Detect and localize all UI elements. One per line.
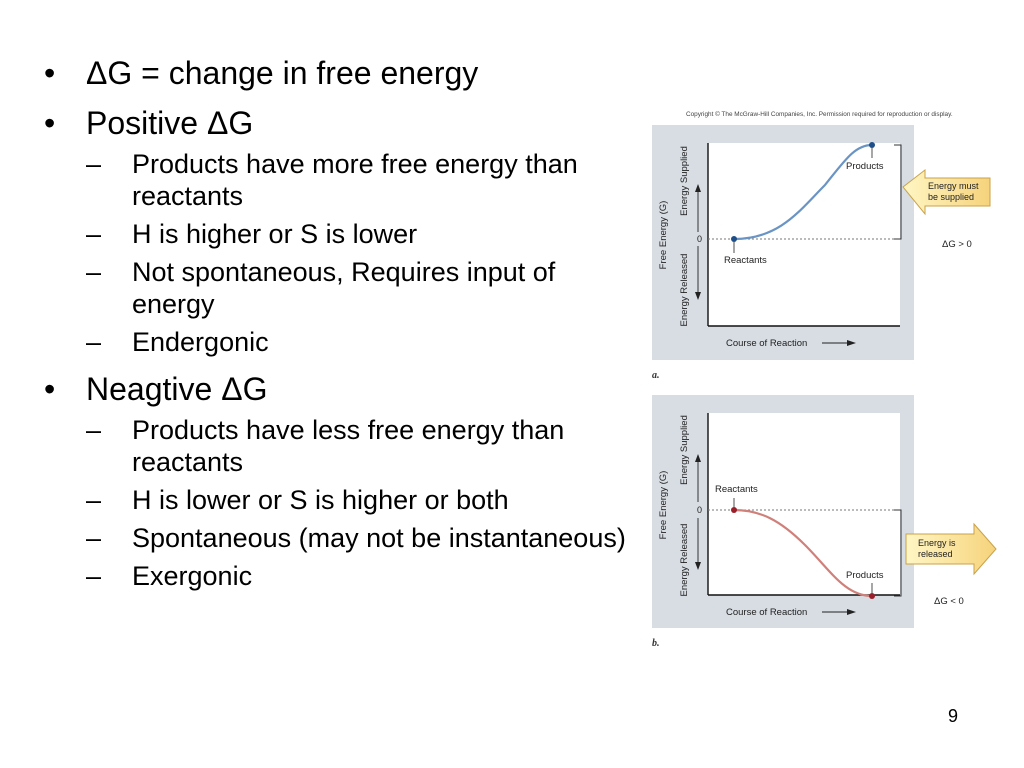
panel-a: 0 Reactants Products Free Energy (G) Ene… <box>652 125 991 381</box>
panel-b-up-arrow-head <box>695 454 701 462</box>
panel-b-x-axis-label: Course of Reaction <box>726 607 807 618</box>
bullet-list: • ΔG = change in free energy • Positive … <box>40 54 630 598</box>
sub-bullet-text: H is lower or S is higher or both <box>132 485 509 515</box>
bullet-mark: • <box>44 55 56 91</box>
panel-b-y-axis-label: Free Energy (G) <box>658 471 669 540</box>
callout-line: released <box>918 549 953 559</box>
panel-a-x-arrow-head <box>847 340 856 346</box>
dash-mark: – <box>86 523 102 553</box>
sub-bullet-text: Products have more free energy than reac… <box>132 149 578 211</box>
panel-b-energy-curve <box>733 508 873 598</box>
dash-mark: – <box>86 327 102 357</box>
sub-bullet-text: Products have less free energy than reac… <box>132 415 565 477</box>
panel-a-delta-bracket <box>894 144 902 240</box>
bullet-text: ΔG = change in free energy <box>86 55 479 91</box>
dash-mark: – <box>86 219 102 249</box>
sub-bullet-text: Exergonic <box>132 561 253 591</box>
sub-bullet: – Products have less free energy than rea… <box>86 414 630 478</box>
panel-a-reactants-label: Reactants <box>724 255 767 266</box>
bullet-mark: • <box>44 105 56 141</box>
figure-svg: Copyright © The McGraw-Hill Companies, I… <box>652 110 997 649</box>
panel-a-delta-g-label: ΔG > 0 <box>942 239 972 250</box>
panel-b-products-point <box>869 593 875 599</box>
callout-line: Energy must <box>928 181 979 191</box>
panel-b-callout-text: Energy is released <box>918 538 958 559</box>
bullet-text: Positive ΔG <box>86 105 254 141</box>
panel-a-callout-text: Energy must be supplied <box>928 181 981 202</box>
dash-mark: – <box>86 149 102 179</box>
panel-a-y-axis-label: Free Energy (G) <box>658 201 669 270</box>
copyright-text: Copyright © The McGraw-Hill Companies, I… <box>686 110 953 118</box>
panel-b-delta-g-label: ΔG < 0 <box>934 596 964 607</box>
panel-b-letter: b. <box>652 638 660 649</box>
sub-bullet-text: H is higher or S is lower <box>132 219 418 249</box>
panel-a-letter: a. <box>652 370 660 381</box>
panel-a-energy-released-label: Energy Released <box>679 254 690 327</box>
panel-a-zero-label: 0 <box>697 234 702 244</box>
sub-bullet-list: – Products have more free energy than rea… <box>86 148 630 358</box>
sub-bullet: – Endergonic <box>86 326 630 358</box>
callout-line: be supplied <box>928 192 974 202</box>
callout-line: Energy is <box>918 538 956 548</box>
bullet-text: Neagtive ΔG <box>86 371 268 407</box>
free-energy-figure: Copyright © The McGraw-Hill Companies, I… <box>640 100 1020 660</box>
panel-b-energy-callout-arrow <box>905 522 997 576</box>
panel-a-products-label: Products <box>846 161 884 172</box>
panel-b-energy-released-label: Energy Released <box>679 524 690 597</box>
bullet-delta-g-definition: • ΔG = change in free energy <box>40 54 630 92</box>
sub-bullet-list: – Products have less free energy than rea… <box>86 414 630 592</box>
sub-bullet: – Products have more free energy than rea… <box>86 148 630 212</box>
panel-a-reactants-point <box>731 236 737 242</box>
sub-bullet-text: Endergonic <box>132 327 269 357</box>
bullet-negative-delta-g: • Neagtive ΔG – Products have less free e… <box>40 370 630 592</box>
dash-mark: – <box>86 257 102 287</box>
panel-b-energy-supplied-label: Energy Supplied <box>679 415 690 485</box>
panel-a-energy-curve <box>733 143 873 241</box>
page-number: 9 <box>948 706 959 726</box>
panel-a-energy-supplied-label: Energy Supplied <box>679 146 690 216</box>
panel-b: 0 Reactants Products Free Energy (G) Ene… <box>652 395 997 649</box>
sub-bullet: – Exergonic <box>86 560 630 592</box>
sub-bullet: – Not spontaneous, Requires input of ener… <box>86 256 630 320</box>
panel-a-down-arrow-head <box>695 292 701 300</box>
sub-bullet: – H is higher or S is lower <box>86 218 630 250</box>
dash-mark: – <box>86 415 102 445</box>
bullet-mark: • <box>44 371 56 407</box>
panel-b-delta-bracket <box>894 509 902 597</box>
dash-mark: – <box>86 485 102 515</box>
panel-a-plot-area <box>708 143 900 326</box>
dash-mark: – <box>86 561 102 591</box>
sub-bullet-text: Not spontaneous, Requires input of energ… <box>132 257 556 319</box>
panel-a-energy-callout-arrow <box>902 168 991 216</box>
panel-a-products-point <box>869 142 875 148</box>
panel-b-x-arrow-head <box>847 609 856 615</box>
panel-b-reactants-label: Reactants <box>715 484 758 495</box>
panel-a-up-arrow-head <box>695 184 701 192</box>
panel-a-x-axis-label: Course of Reaction <box>726 338 807 349</box>
panel-b-plot-area <box>708 413 900 595</box>
sub-bullet: – H is lower or S is higher or both <box>86 484 630 516</box>
panel-b-products-label: Products <box>846 570 884 581</box>
panel-b-zero-label: 0 <box>697 505 702 515</box>
sub-bullet: – Spontaneous (may not be instantaneous) <box>86 522 630 554</box>
panel-b-down-arrow-head <box>695 562 701 570</box>
sub-bullet-text: Spontaneous (may not be instantaneous) <box>132 523 626 553</box>
bullet-positive-delta-g: • Positive ΔG – Products have more free e… <box>40 104 630 358</box>
panel-b-reactants-point <box>731 507 737 513</box>
